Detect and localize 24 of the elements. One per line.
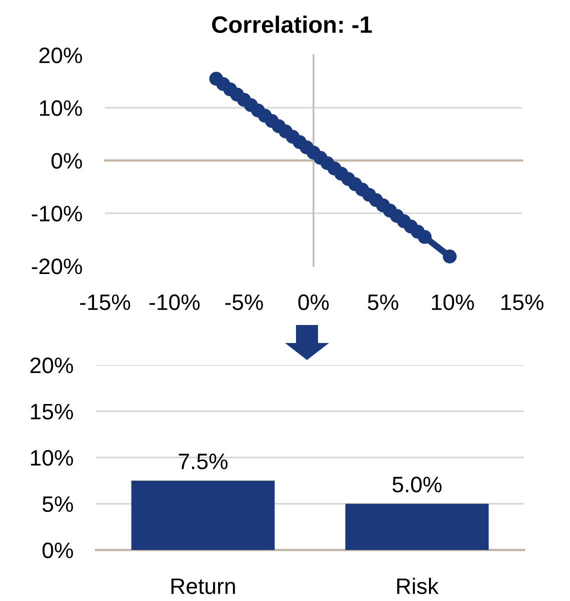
x-tick-label: 10% bbox=[432, 294, 474, 310]
y-tick-label: 20% bbox=[30, 358, 73, 374]
x-tick-label: -5% bbox=[225, 294, 263, 310]
data-label: 5.0% bbox=[392, 476, 442, 492]
y-tick-label: 10% bbox=[40, 100, 82, 116]
x-tick-label: -10% bbox=[150, 294, 200, 310]
y-tick-label: -20% bbox=[32, 258, 82, 274]
y-tick-label: 5% bbox=[42, 496, 73, 512]
y-tick-label: 20% bbox=[39, 48, 82, 64]
point bbox=[418, 230, 432, 244]
x-tick-label: 15% bbox=[501, 294, 544, 310]
x-tick-label: 0% bbox=[298, 294, 329, 310]
x-tick-label: Risk bbox=[397, 578, 439, 594]
x-tick-label: Return bbox=[171, 578, 235, 594]
point bbox=[442, 250, 457, 264]
x-tick-label: -15% bbox=[80, 294, 130, 310]
y-tick-label: 15% bbox=[30, 404, 73, 420]
chart-title: Correlation: -1 bbox=[212, 16, 372, 34]
y-tick-label: 10% bbox=[30, 450, 73, 466]
x-tick-label: 5% bbox=[368, 294, 398, 310]
y-tick-label: -10% bbox=[32, 206, 82, 222]
y-tick-label: 0% bbox=[42, 542, 73, 558]
y-tick-label: 0% bbox=[52, 153, 82, 169]
data-label: 7.5% bbox=[178, 454, 228, 470]
